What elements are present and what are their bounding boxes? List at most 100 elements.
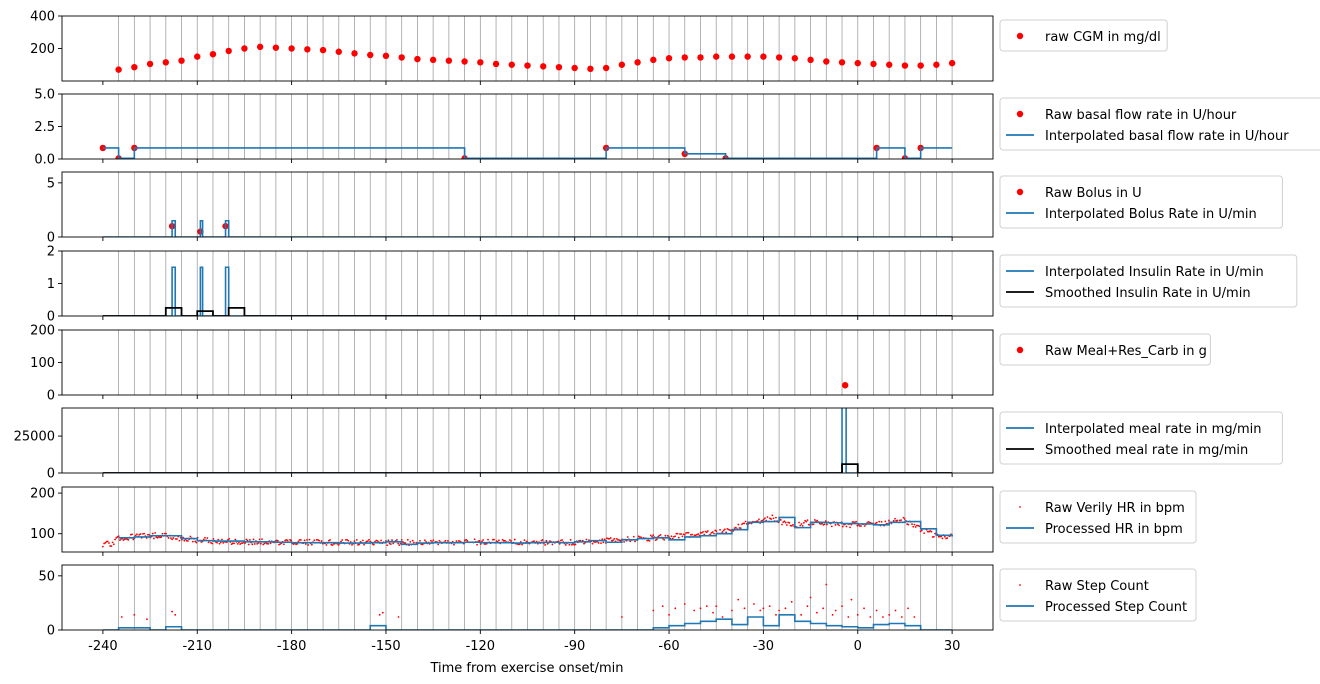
data-point bbox=[788, 521, 791, 524]
data-point bbox=[681, 535, 684, 538]
data-point bbox=[395, 538, 398, 541]
data-point bbox=[615, 537, 618, 540]
data-point bbox=[170, 537, 172, 540]
data-point bbox=[894, 609, 897, 612]
data-point bbox=[668, 613, 670, 616]
data-point bbox=[800, 613, 803, 616]
legend-label: Smoothed Insulin Rate in U/min bbox=[1045, 286, 1251, 301]
legend-box bbox=[999, 333, 1211, 366]
data-point bbox=[728, 53, 736, 60]
data-point bbox=[933, 61, 940, 68]
data-point bbox=[778, 609, 781, 612]
data-point bbox=[411, 539, 414, 542]
legend-label: Interpolated basal flow rate in U/hour bbox=[1045, 129, 1289, 144]
data-point bbox=[758, 518, 760, 521]
legend-label: Interpolated meal rate in mg/min bbox=[1045, 422, 1261, 437]
panel-4: 0 1 2 Interpolated Insulin Rate in U/min Smo… bbox=[47, 245, 1298, 325]
data-point bbox=[705, 531, 708, 534]
data-point bbox=[419, 539, 421, 542]
data-point bbox=[920, 529, 923, 532]
data-point bbox=[398, 54, 405, 61]
data-point bbox=[845, 525, 848, 528]
series-line-1 bbox=[102, 147, 953, 159]
data-point bbox=[574, 543, 577, 546]
data-point bbox=[800, 523, 803, 525]
data-point bbox=[683, 603, 686, 605]
data-point bbox=[432, 539, 435, 542]
data-point bbox=[387, 539, 390, 542]
data-point bbox=[131, 63, 138, 71]
legend-marker bbox=[1016, 110, 1024, 118]
data-point bbox=[770, 518, 772, 520]
data-point bbox=[276, 539, 279, 542]
data-point bbox=[381, 611, 384, 614]
data-point bbox=[221, 538, 223, 541]
data-point bbox=[504, 539, 506, 542]
data-point bbox=[171, 538, 174, 541]
data-point bbox=[724, 528, 726, 531]
data-point bbox=[234, 538, 237, 541]
data-point bbox=[541, 539, 544, 541]
data-point bbox=[133, 613, 136, 616]
data-point bbox=[108, 542, 110, 544]
data-point bbox=[826, 523, 828, 526]
data-point bbox=[347, 539, 350, 542]
data-point bbox=[555, 63, 563, 71]
x-tick-label: -60 bbox=[658, 639, 679, 654]
data-point bbox=[766, 516, 769, 518]
data-point bbox=[700, 531, 703, 534]
data-point bbox=[238, 541, 240, 544]
gridlines bbox=[118, 251, 953, 316]
data-point bbox=[784, 607, 787, 610]
data-point bbox=[816, 519, 819, 522]
data-point bbox=[219, 541, 222, 544]
data-point bbox=[834, 609, 837, 612]
data-point bbox=[841, 382, 849, 389]
data-point bbox=[626, 536, 629, 538]
data-point bbox=[674, 535, 677, 538]
data-point bbox=[151, 532, 154, 535]
data-point bbox=[115, 537, 118, 539]
panel-8: 0 50 Raw Step Count Processed Step Count bbox=[38, 564, 1197, 639]
series-group bbox=[99, 144, 953, 159]
data-point bbox=[521, 543, 523, 546]
data-point bbox=[397, 616, 400, 618]
data-point bbox=[461, 58, 468, 65]
data-point bbox=[513, 538, 516, 541]
data-point bbox=[602, 541, 605, 544]
data-point bbox=[256, 543, 259, 545]
data-point bbox=[498, 539, 500, 542]
data-point bbox=[398, 544, 401, 547]
data-point bbox=[634, 540, 636, 543]
data-point bbox=[259, 542, 262, 545]
data-point bbox=[189, 535, 192, 538]
data-point bbox=[930, 530, 933, 533]
data-point bbox=[721, 531, 724, 533]
data-point bbox=[753, 603, 755, 605]
legend: Raw Step Count Processed Step Count bbox=[999, 568, 1197, 622]
data-point bbox=[429, 56, 437, 64]
data-point bbox=[902, 516, 905, 519]
data-point bbox=[368, 538, 370, 541]
gridlines bbox=[118, 172, 953, 237]
x-tick-label: 30 bbox=[944, 639, 961, 654]
shared-x-axis: -240 -210 -180 -150 -120 -90 -60 -30 0 30 bbox=[88, 639, 960, 654]
data-point bbox=[884, 520, 887, 523]
x-tick-label: -150 bbox=[371, 639, 401, 654]
legend-label: Raw Meal+Res_Carb in g bbox=[1045, 344, 1207, 359]
data-point bbox=[629, 540, 632, 543]
data-point bbox=[455, 540, 458, 542]
data-point bbox=[218, 542, 221, 545]
data-point bbox=[707, 530, 709, 532]
data-point bbox=[892, 519, 895, 522]
data-point bbox=[340, 540, 342, 543]
data-point bbox=[283, 543, 285, 546]
data-point bbox=[666, 534, 669, 537]
data-point bbox=[888, 613, 891, 616]
data-point bbox=[837, 523, 839, 526]
data-point bbox=[318, 539, 321, 542]
data-point bbox=[194, 540, 197, 543]
data-point bbox=[713, 53, 720, 60]
y-tick-label: 0 bbox=[47, 467, 55, 482]
